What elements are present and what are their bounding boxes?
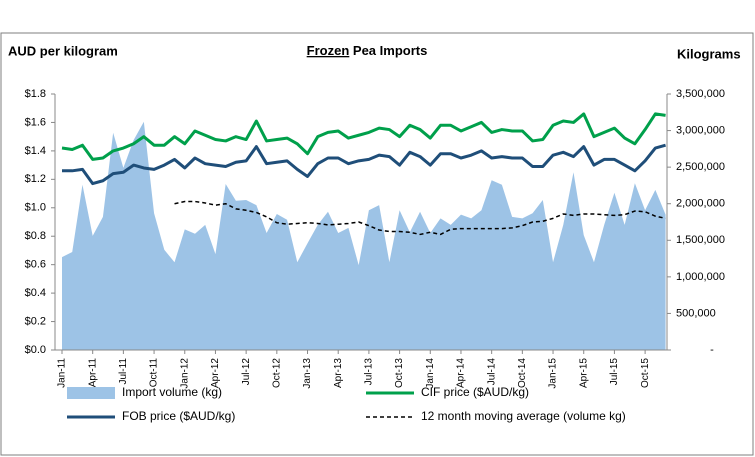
x-tick-label: Jul-12 <box>241 358 252 386</box>
y2-tick-label: 1,500,000 <box>676 234 725 246</box>
price-line <box>61 112 666 161</box>
x-tick-label: Jul-11 <box>118 358 129 385</box>
legend-label: FOB price ($AUD/kg) <box>122 409 235 423</box>
x-tick-label: Jan-12 <box>179 358 190 389</box>
moving-average-line <box>174 200 666 236</box>
x-tick-label: Apr-11 <box>87 358 98 388</box>
y-tick-label: $1.6 <box>25 116 46 128</box>
y-tick-label: $1.2 <box>25 173 46 185</box>
y-tick-label: $0.8 <box>25 230 46 242</box>
x-tick-label: Jan-11 <box>57 358 68 388</box>
x-tick-label: Apr-14 <box>456 358 467 388</box>
x-tick-label: Oct-11 <box>149 358 160 388</box>
legend-swatch <box>67 387 115 399</box>
y-tick-label: $0.0 <box>25 344 46 356</box>
x-tick-label: Apr-15 <box>578 358 589 388</box>
y-tick-label: $0.4 <box>25 287 46 299</box>
y2-tick-label: 3,000,000 <box>676 124 725 136</box>
x-tick-label: Apr-12 <box>210 358 221 388</box>
y-tick-label: $0.2 <box>25 315 46 327</box>
x-tick-label: Jan-15 <box>548 358 559 389</box>
legend-label: Import volume (kg) <box>122 385 222 399</box>
volume-area <box>62 121 666 351</box>
y2-axis-title: Kilograms <box>677 46 741 61</box>
price-line <box>62 143 666 186</box>
x-tick-label: Jul-13 <box>364 358 375 386</box>
y-tick-label: $1.8 <box>25 88 46 100</box>
x-tick-label: Jan-14 <box>425 358 436 389</box>
x-tick-label: Jul-14 <box>486 358 497 386</box>
x-tick-label: Jul-15 <box>609 358 620 386</box>
x-tick-label: Apr-13 <box>333 358 344 388</box>
y2-tick-label: 2,500,000 <box>676 161 725 173</box>
y-tick-label: $0.6 <box>25 259 46 271</box>
y2-tick-label: - <box>710 344 714 356</box>
y-tick-label: $1.0 <box>25 202 46 214</box>
legend-label: CIF price ($AUD/kg) <box>421 385 529 399</box>
y-tick-label: $1.4 <box>25 145 46 157</box>
y2-tick-label: 2,000,000 <box>676 198 725 210</box>
x-tick-label: Oct-13 <box>394 358 405 388</box>
y-axis-title: AUD per kilogram <box>8 43 118 58</box>
x-tick-label: Oct-15 <box>640 358 651 388</box>
y2-tick-label: 500,000 <box>676 307 716 319</box>
x-tick-label: Oct-12 <box>271 358 282 388</box>
legend-label: 12 month moving average (volume kg) <box>421 409 626 423</box>
x-tick-label: Oct-14 <box>517 358 528 388</box>
y2-tick-label: 3,500,000 <box>676 88 725 100</box>
x-tick-label: Jan-13 <box>302 358 313 389</box>
y2-tick-label: 1,000,000 <box>676 271 725 283</box>
chart-title: Frozen Pea Imports <box>307 43 428 58</box>
